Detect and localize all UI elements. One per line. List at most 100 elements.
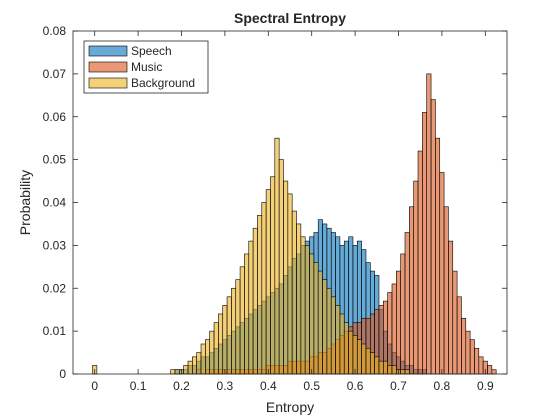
- x-tick-label: 0.4: [260, 379, 277, 393]
- bar-background: [400, 369, 406, 375]
- bar-background: [348, 330, 354, 375]
- bar-background: [387, 365, 393, 375]
- y-tick-label: 0.04: [43, 196, 67, 210]
- bar-background: [309, 253, 315, 375]
- y-tick-label: 0.02: [43, 281, 67, 295]
- legend: Speech Music Background: [83, 40, 209, 94]
- bar-background: [170, 369, 176, 375]
- legend-swatch: [88, 77, 128, 89]
- bar-background: [287, 193, 293, 375]
- bar-music: [487, 365, 493, 375]
- bar-background: [374, 356, 380, 375]
- bar-music: [491, 369, 497, 375]
- legend-item-background: Background: [88, 76, 195, 90]
- bar-background: [330, 296, 336, 375]
- bar-music: [400, 253, 406, 375]
- y-tick-label: 0.06: [43, 110, 67, 124]
- x-tick-label: 0.2: [173, 379, 190, 393]
- bar-background: [252, 227, 258, 375]
- histogram-bars: [92, 73, 497, 375]
- tick-marks: [73, 30, 507, 375]
- bar-music: [387, 292, 393, 375]
- bar-music: [430, 99, 436, 375]
- bar-background: [343, 322, 349, 375]
- x-tick-label: 0.3: [217, 379, 234, 393]
- bar-music: [474, 347, 480, 375]
- bar-music: [443, 206, 449, 375]
- bar-background: [378, 360, 384, 375]
- bar-background: [313, 262, 319, 375]
- legend-label: Background: [131, 76, 195, 90]
- bar-background: [352, 335, 358, 375]
- x-axis-label: Entropy: [266, 399, 314, 415]
- bar-background: [200, 343, 206, 375]
- bar-background: [174, 369, 180, 375]
- bar-music: [426, 73, 432, 375]
- bar-music: [404, 232, 410, 375]
- bar-background: [304, 245, 310, 375]
- bar-background: [235, 279, 241, 375]
- bar-background: [265, 189, 271, 375]
- x-tick-label: 0.6: [347, 379, 364, 393]
- bar-music: [465, 330, 471, 375]
- bar-background: [183, 365, 189, 375]
- x-tick-label: 0: [91, 379, 98, 393]
- bar-background: [391, 365, 397, 375]
- bar-background: [239, 266, 245, 375]
- legend-label: Music: [131, 60, 162, 74]
- bar-background: [383, 360, 388, 375]
- bar-background: [270, 176, 276, 375]
- bar-background: [192, 356, 197, 375]
- bar-background: [365, 347, 371, 375]
- series-background: [92, 137, 410, 375]
- y-tick-label: 0.03: [43, 238, 67, 252]
- bar-music: [439, 172, 445, 375]
- bar-background: [278, 159, 284, 375]
- bar-background: [196, 352, 202, 375]
- bar-background: [213, 322, 219, 375]
- bar-music: [422, 112, 428, 375]
- bar-music: [452, 270, 458, 375]
- bar-background: [326, 287, 332, 375]
- legend-swatch: [88, 45, 128, 57]
- bar-music: [417, 150, 423, 375]
- y-tick-label: 0.01: [43, 324, 67, 338]
- bar-background: [356, 339, 362, 375]
- bar-background: [244, 253, 250, 375]
- chart-title: Spectral Entropy: [234, 10, 346, 26]
- bar-background: [205, 339, 211, 375]
- bar-music: [396, 270, 401, 375]
- bar-background: [317, 270, 323, 375]
- bar-background: [291, 210, 297, 375]
- legend-item-music: Music: [88, 60, 162, 74]
- bar-music: [435, 137, 441, 375]
- bar-background: [248, 240, 254, 375]
- y-tick-label: 0: [59, 367, 66, 381]
- bar-background: [404, 369, 410, 375]
- y-tick-label: 0.05: [43, 153, 67, 167]
- bar-background: [231, 287, 237, 375]
- bar-background: [300, 236, 306, 375]
- bar-music: [409, 206, 414, 375]
- bar-background: [187, 360, 193, 375]
- bar-music: [478, 356, 484, 375]
- y-axis-label: Probability: [17, 170, 33, 235]
- bar-background: [209, 330, 215, 375]
- bar-background: [339, 313, 345, 375]
- bar-music: [461, 317, 467, 375]
- bar-background: [257, 215, 263, 375]
- bar-background: [226, 296, 232, 375]
- bar-background: [296, 223, 302, 375]
- bar-music: [448, 240, 454, 375]
- bar-background: [322, 279, 328, 375]
- x-tick-label: 0.9: [477, 379, 494, 393]
- bar-background: [335, 305, 341, 375]
- bar-background: [274, 137, 280, 375]
- bar-background: [361, 343, 367, 375]
- y-tick-label: 0.07: [43, 67, 67, 81]
- bar-background: [369, 352, 375, 375]
- x-tick-label: 0.5: [303, 379, 320, 393]
- y-tick-label: 0.08: [43, 24, 67, 38]
